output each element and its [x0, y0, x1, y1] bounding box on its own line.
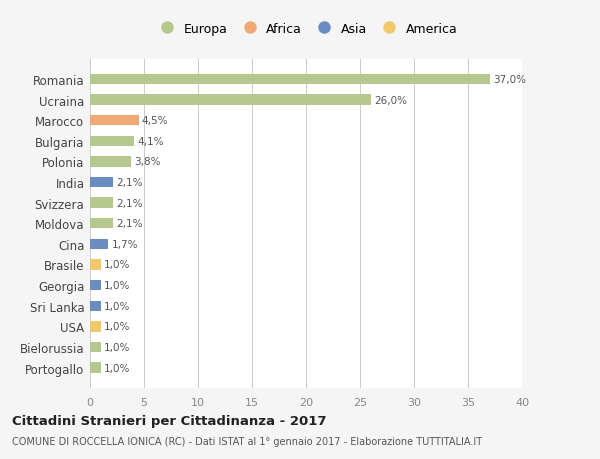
Text: 3,8%: 3,8% — [134, 157, 161, 167]
Legend: Europa, Africa, Asia, America: Europa, Africa, Asia, America — [152, 20, 460, 38]
Bar — [90, 198, 113, 208]
Bar — [90, 363, 101, 373]
Text: 1,7%: 1,7% — [112, 239, 138, 249]
Text: COMUNE DI ROCCELLA IONICA (RC) - Dati ISTAT al 1° gennaio 2017 - Elaborazione TU: COMUNE DI ROCCELLA IONICA (RC) - Dati IS… — [12, 437, 482, 446]
Text: 26,0%: 26,0% — [374, 95, 407, 105]
Bar — [90, 157, 131, 167]
Bar — [90, 136, 134, 146]
Bar — [90, 321, 101, 332]
Bar — [90, 95, 371, 106]
Bar — [90, 116, 139, 126]
Text: 1,0%: 1,0% — [104, 301, 130, 311]
Bar — [90, 260, 101, 270]
Bar — [90, 178, 113, 188]
Text: 1,0%: 1,0% — [104, 322, 130, 332]
Bar — [90, 218, 113, 229]
Bar — [90, 280, 101, 291]
Text: 1,0%: 1,0% — [104, 260, 130, 270]
Bar — [90, 342, 101, 353]
Text: 4,5%: 4,5% — [142, 116, 169, 126]
Bar — [90, 74, 490, 85]
Bar — [90, 301, 101, 311]
Text: 1,0%: 1,0% — [104, 363, 130, 373]
Text: 2,1%: 2,1% — [116, 219, 142, 229]
Text: 1,0%: 1,0% — [104, 280, 130, 291]
Bar — [90, 239, 109, 250]
Text: 37,0%: 37,0% — [493, 75, 526, 85]
Text: Cittadini Stranieri per Cittadinanza - 2017: Cittadini Stranieri per Cittadinanza - 2… — [12, 414, 326, 428]
Text: 2,1%: 2,1% — [116, 178, 142, 188]
Text: 2,1%: 2,1% — [116, 198, 142, 208]
Text: 1,0%: 1,0% — [104, 342, 130, 352]
Text: 4,1%: 4,1% — [137, 136, 164, 146]
